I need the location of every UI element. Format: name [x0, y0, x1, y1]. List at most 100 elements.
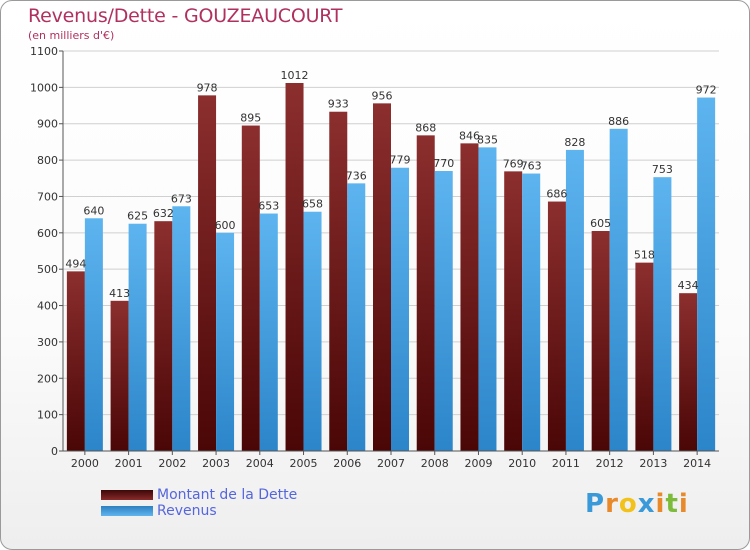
x-tick-label: 2008 [421, 457, 449, 470]
data-label-dette: 518 [634, 249, 655, 262]
data-label-dette: 933 [328, 98, 349, 111]
bar-dette [198, 95, 217, 451]
proxiti-logo: Proxiti [585, 489, 689, 519]
y-tick-label: 600 [37, 227, 58, 240]
y-tick-label: 1100 [30, 45, 58, 58]
bar-revenus [697, 97, 716, 451]
data-label-dette: 1012 [281, 69, 309, 82]
logo-letter: i [655, 489, 666, 519]
bar-revenus [434, 171, 453, 451]
bar-revenus [259, 213, 278, 451]
bar-dette [679, 293, 698, 451]
bars-group [66, 83, 716, 452]
data-label-revenus: 658 [302, 198, 323, 211]
y-tick-label: 900 [37, 118, 58, 131]
data-label-revenus: 640 [83, 204, 104, 217]
data-label-dette: 846 [459, 129, 480, 142]
bar-revenus [391, 167, 409, 451]
data-label-dette: 956 [372, 89, 393, 102]
x-tick-label: 2005 [290, 457, 318, 470]
data-label-revenus: 770 [433, 157, 454, 170]
x-tick-label: 2011 [552, 457, 580, 470]
data-label-revenus: 972 [696, 84, 717, 97]
logo-letter: P [585, 489, 606, 519]
x-tick-label: 2014 [683, 457, 711, 470]
data-label-dette: 895 [240, 112, 261, 125]
data-label-dette: 632 [153, 207, 174, 220]
data-label-dette: 494 [65, 257, 86, 270]
bar-revenus [565, 149, 584, 451]
x-tick-label: 2006 [333, 457, 361, 470]
x-tick-label: 2001 [115, 457, 143, 470]
x-tick-label: 2007 [377, 457, 405, 470]
bar-revenus [609, 128, 628, 451]
data-label-dette: 413 [109, 287, 130, 300]
bar-dette [373, 103, 391, 451]
bar-dette [329, 111, 348, 452]
y-tick-label: 200 [37, 372, 58, 385]
bar-revenus [128, 223, 147, 451]
bar-dette [504, 171, 523, 451]
logo-letter: x [637, 489, 656, 519]
data-label-revenus: 673 [171, 192, 192, 205]
data-label-revenus: 625 [127, 210, 148, 223]
logo-letter: o [618, 489, 638, 519]
labels-group: 494 640 413 625 632 673 978 600 895 653 1012 658 933… [65, 69, 716, 300]
logo-letter: r [605, 489, 619, 519]
legend-label-dette: Montant de la Dette [157, 487, 298, 503]
legend-label-revenus: Revenus [157, 503, 217, 519]
x-tick-label: 2013 [639, 457, 667, 470]
bar-revenus [303, 211, 322, 451]
bar-dette [416, 135, 435, 451]
y-tick-label: 500 [37, 263, 58, 276]
data-label-revenus: 779 [390, 154, 411, 167]
bar-revenus [653, 177, 672, 451]
chart-subtitle: (en milliers d'€) [28, 29, 115, 42]
data-label-revenus: 600 [215, 219, 236, 232]
y-tick-label: 300 [37, 336, 58, 349]
data-label-revenus: 828 [564, 136, 585, 149]
bar-revenus [522, 173, 541, 451]
legend-swatch-revenus [101, 506, 153, 516]
y-tick-label: 0 [51, 445, 58, 458]
legend-swatch-dette [101, 490, 153, 500]
data-label-revenus: 653 [258, 200, 279, 213]
x-tick-label: 2010 [508, 457, 536, 470]
data-label-dette: 868 [415, 121, 436, 134]
bar-dette [635, 262, 654, 451]
bar-revenus [216, 232, 235, 451]
bar-revenus [172, 206, 191, 451]
bar-dette [591, 231, 610, 451]
data-label-dette: 605 [590, 217, 611, 230]
bar-dette [241, 125, 260, 451]
data-label-dette: 434 [678, 279, 699, 292]
axes-group: 0 100 200 300 400 500 600 700 800 900 1000 1100 2000… [30, 45, 719, 470]
data-label-revenus: 763 [521, 160, 542, 173]
y-tick-label: 700 [37, 190, 58, 203]
data-label-revenus: 753 [652, 163, 673, 176]
bar-revenus [478, 147, 497, 451]
logo-letter: t [665, 489, 679, 519]
x-tick-label: 2009 [464, 457, 492, 470]
data-label-dette: 686 [546, 188, 567, 201]
bar-dette [66, 271, 85, 451]
y-tick-label: 100 [37, 409, 58, 422]
chart-title: Revenus/Dette - GOUZEAUCOURT [28, 5, 343, 27]
bar-dette [110, 300, 129, 451]
y-tick-label: 400 [37, 300, 58, 313]
x-tick-label: 2004 [246, 457, 274, 470]
data-label-revenus: 886 [608, 115, 629, 128]
bar-dette [154, 221, 173, 451]
bar-revenus [84, 218, 103, 451]
data-label-dette: 978 [197, 81, 218, 94]
bar-revenus [347, 183, 366, 451]
bar-dette [460, 143, 479, 451]
logo-letter: i [678, 489, 689, 519]
data-label-revenus: 736 [346, 169, 367, 182]
x-tick-label: 2003 [202, 457, 230, 470]
y-tick-label: 1000 [30, 81, 58, 94]
bar-dette [547, 201, 566, 451]
data-label-dette: 769 [503, 157, 524, 170]
